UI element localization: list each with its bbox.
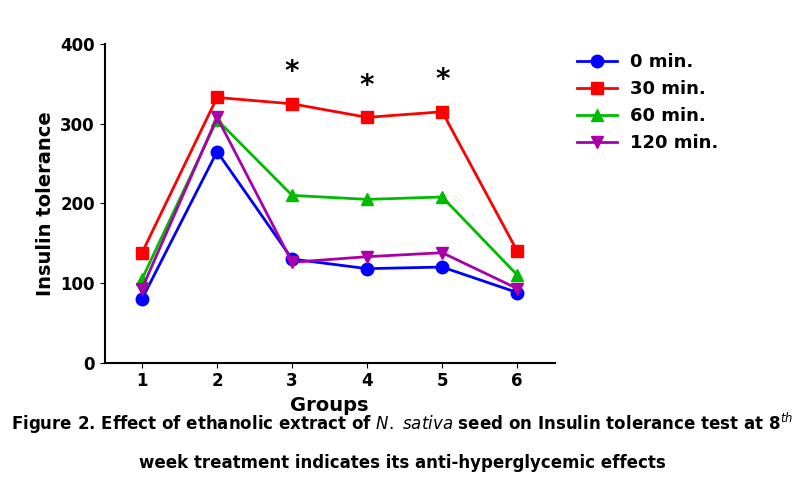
120 min. — [512, 286, 521, 292]
60 min. — [287, 193, 296, 198]
30 min. — [362, 115, 372, 121]
120 min. — [362, 254, 372, 260]
Line: 120 min.: 120 min. — [136, 111, 523, 295]
30 min. — [137, 250, 147, 256]
Line: 60 min.: 60 min. — [136, 114, 523, 285]
0 min. — [212, 148, 222, 154]
60 min. — [137, 276, 147, 282]
120 min. — [287, 259, 296, 265]
0 min. — [137, 296, 147, 302]
60 min. — [512, 272, 521, 278]
Y-axis label: Insulin tolerance: Insulin tolerance — [35, 111, 55, 296]
30 min. — [437, 109, 446, 115]
30 min. — [287, 101, 296, 107]
60 min. — [362, 196, 372, 202]
0 min. — [512, 290, 521, 295]
30 min. — [212, 95, 222, 100]
Text: *: * — [434, 66, 449, 94]
0 min. — [437, 264, 446, 270]
0 min. — [362, 266, 372, 271]
Text: *: * — [360, 72, 374, 100]
120 min. — [212, 115, 222, 121]
120 min. — [437, 250, 446, 256]
X-axis label: Groups: Groups — [290, 396, 369, 415]
Legend: 0 min., 30 min., 60 min., 120 min.: 0 min., 30 min., 60 min., 120 min. — [577, 53, 717, 152]
Text: week treatment indicates its anti-hyperglycemic effects: week treatment indicates its anti-hyperg… — [138, 454, 665, 472]
120 min. — [137, 286, 147, 292]
Text: *: * — [284, 58, 299, 86]
60 min. — [437, 194, 446, 200]
0 min. — [287, 256, 296, 262]
Line: 0 min.: 0 min. — [136, 146, 523, 305]
Text: Figure 2. Effect of ethanolic extract of $\mathit{N.\ sativa}$ seed on Insulin t: Figure 2. Effect of ethanolic extract of… — [11, 411, 792, 437]
30 min. — [512, 248, 521, 254]
60 min. — [212, 117, 222, 122]
Line: 30 min.: 30 min. — [136, 91, 523, 259]
